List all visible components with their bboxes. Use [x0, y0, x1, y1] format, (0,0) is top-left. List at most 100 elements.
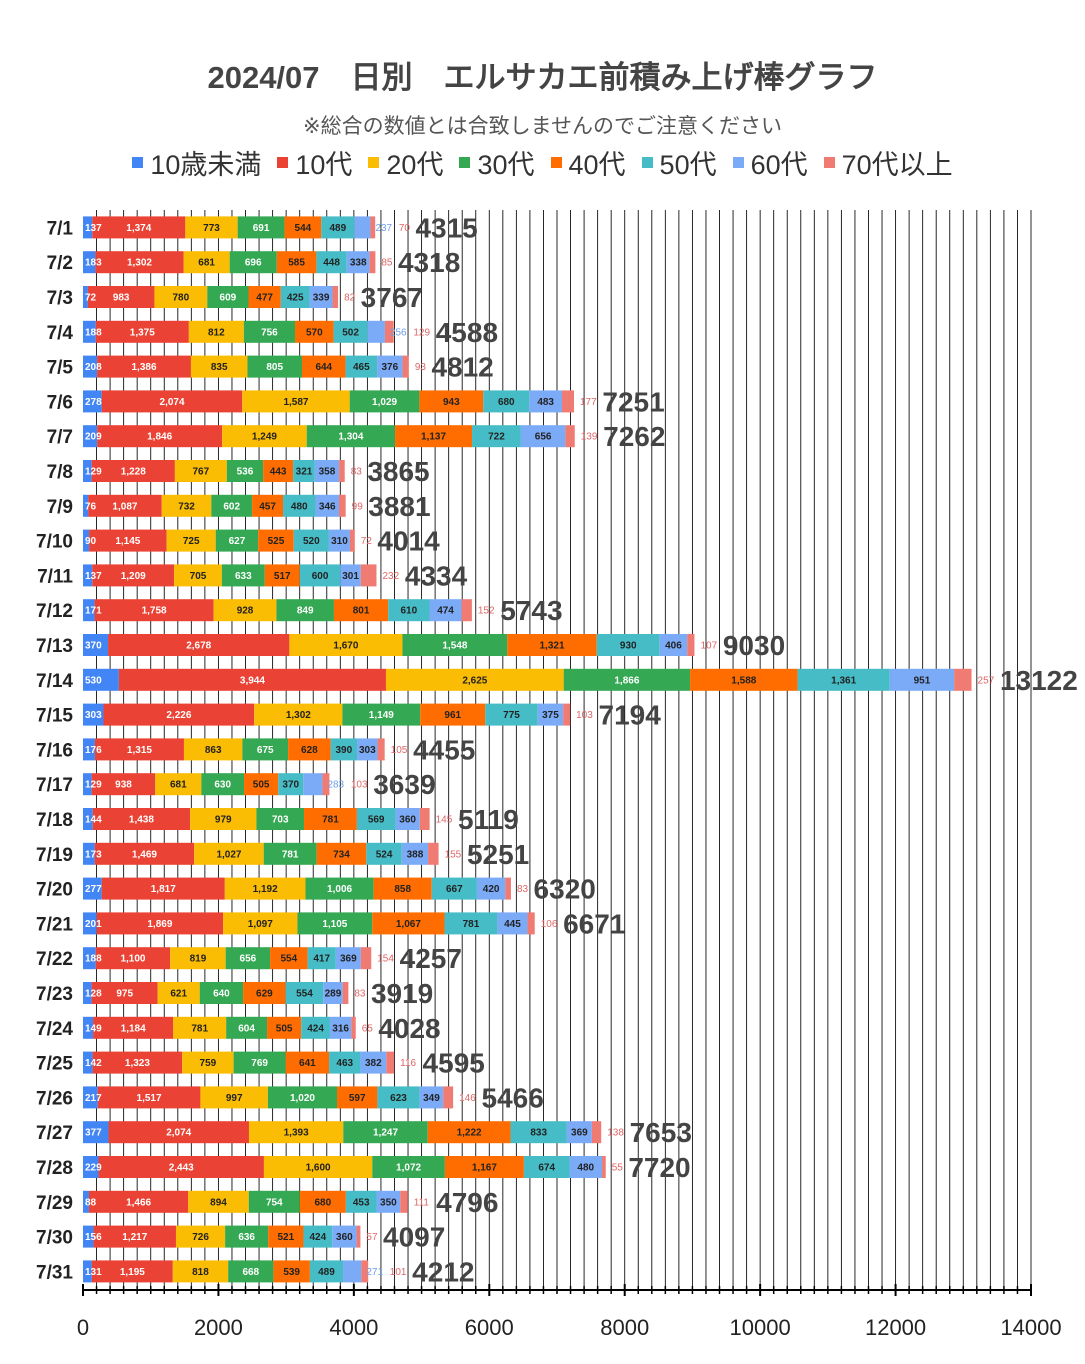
legend: 10歳未満 10代 20代 30代 40代 50代 60代 70代以上: [0, 143, 1085, 182]
bar-segment: [428, 842, 439, 865]
data-label: 424: [309, 1232, 326, 1243]
data-label: 696: [245, 258, 262, 269]
legend-item: 60代: [732, 143, 808, 182]
bar-segment: [83, 842, 95, 865]
data-label: 188: [85, 327, 102, 338]
x-tick-label: 14000: [1000, 1315, 1061, 1340]
data-label: 539: [283, 1267, 300, 1278]
bar-segment: [510, 1121, 567, 1144]
data-label: 445: [504, 919, 521, 930]
total-label: 4097: [383, 1222, 445, 1253]
bar-segment: [83, 1225, 94, 1248]
bar-segment: [83, 599, 95, 622]
bar-segment: [215, 529, 259, 552]
data-label: 489: [318, 1267, 335, 1278]
data-label: 65: [362, 1023, 374, 1034]
bar-segment: [87, 286, 155, 308]
data-label: 1,105: [322, 919, 347, 930]
category-label: 7/25: [36, 1054, 73, 1075]
bar-segment: [507, 634, 597, 656]
bar-segment: [97, 425, 223, 448]
bar-segment: [332, 286, 339, 308]
bar-segment: [182, 1051, 234, 1074]
bar-segment: [88, 494, 162, 517]
bar-segment: [565, 425, 575, 448]
bar-segment: [83, 425, 98, 448]
bar-segment: [83, 634, 109, 656]
data-label: 609: [220, 293, 237, 304]
total-label: 4014: [377, 526, 440, 557]
bar-segment: [83, 1051, 93, 1074]
data-label: 604: [238, 1023, 255, 1034]
data-label: 93: [415, 362, 427, 373]
bar-segment: [248, 1190, 300, 1213]
data-label: 2,226: [166, 710, 191, 721]
category-label: 7/30: [36, 1228, 73, 1249]
bar-segment: [83, 808, 93, 830]
legend-item: 70代以上: [823, 143, 953, 182]
data-label: 483: [537, 397, 554, 408]
total-label: 7194: [599, 700, 662, 731]
data-label: 155: [445, 849, 462, 860]
data-label: 530: [85, 675, 102, 686]
bar-segment: [226, 1016, 268, 1039]
legend-item: 30代: [459, 143, 535, 182]
bar-segment: [461, 599, 472, 622]
bar-segment: [690, 668, 798, 691]
x-tick-label: 10000: [730, 1315, 791, 1340]
bar-segment: [323, 982, 343, 1004]
data-label: 569: [368, 815, 385, 826]
bar-segment: [401, 842, 429, 865]
bar-segment: [361, 1260, 369, 1283]
bar-segment: [569, 1156, 603, 1178]
data-label: 1,386: [131, 362, 156, 373]
data-label: 961: [444, 710, 461, 721]
bar-segment: [83, 251, 96, 274]
bar-segment: [263, 460, 294, 482]
x-tick-label: 8000: [600, 1315, 649, 1340]
data-label: 726: [192, 1232, 209, 1243]
bar-segment: [299, 564, 341, 587]
bar-segment: [529, 390, 563, 413]
bar-segment: [83, 355, 98, 378]
bar-segment: [349, 529, 355, 552]
bar-segment: [316, 842, 367, 865]
data-label: 349: [423, 1093, 440, 1104]
data-label: 975: [116, 989, 133, 1000]
bar-segment: [315, 494, 339, 517]
bar-segment: [444, 912, 498, 935]
bar-segment: [384, 320, 394, 343]
legend-swatch: [732, 157, 744, 168]
bar-segment: [330, 738, 358, 761]
data-label: 289: [325, 989, 342, 1000]
data-label: 602: [223, 501, 240, 512]
bar-segment: [289, 634, 403, 656]
data-label: 99: [352, 501, 364, 512]
data-label: 1,067: [396, 919, 421, 930]
data-label: 517: [274, 571, 291, 582]
bar-segment: [93, 1225, 176, 1248]
bar-segment: [305, 877, 374, 900]
bar-segment: [346, 251, 370, 274]
total-label: 9030: [723, 630, 785, 661]
bar-segment: [224, 877, 306, 900]
bar-segment: [293, 529, 329, 552]
bar-segment: [563, 703, 571, 726]
data-label: 111: [414, 1197, 430, 1208]
bar-segment: [443, 1086, 454, 1109]
total-label: 3919: [371, 978, 433, 1009]
data-label: 773: [203, 223, 220, 234]
data-label: 636: [238, 1232, 255, 1243]
bar-segment: [183, 738, 243, 761]
total-label: 7262: [603, 421, 665, 452]
legend-label: 10歳未満: [150, 150, 262, 180]
legend-label: 10代: [295, 150, 353, 180]
category-label: 7/2: [47, 253, 73, 274]
data-label: 521: [277, 1232, 294, 1243]
bar-segment: [173, 1016, 227, 1039]
data-label: 722: [488, 432, 505, 443]
data-label: 628: [301, 745, 318, 756]
chart-title: 2024/07 日別 エルサカエ前積み上げ棒グラフ: [207, 60, 878, 95]
data-label: 76: [85, 501, 97, 512]
data-label: 72: [85, 293, 97, 304]
